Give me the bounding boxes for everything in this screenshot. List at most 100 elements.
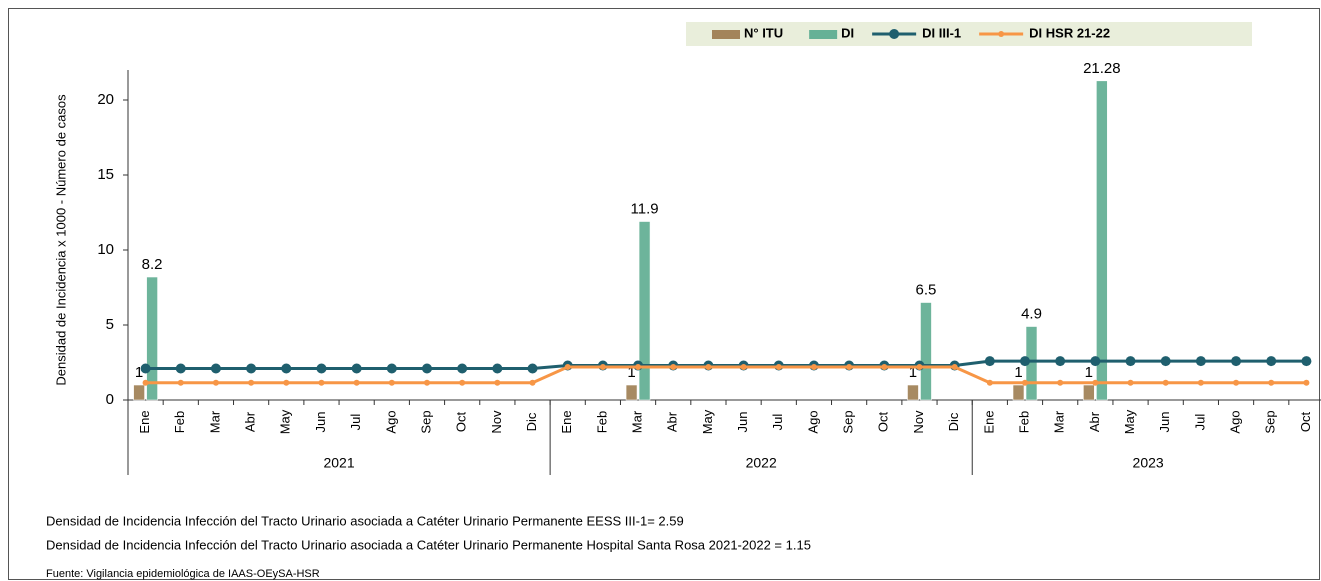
x-tick-label: Sep — [1263, 410, 1278, 433]
data-label: 1 — [135, 364, 143, 381]
line-marker — [459, 379, 466, 386]
x-tick-label: Abr — [1087, 411, 1102, 432]
bar — [625, 384, 638, 401]
x-tick-label: Jul — [348, 414, 363, 431]
x-tick-label: Ago — [1227, 410, 1242, 433]
line-marker — [1127, 379, 1134, 386]
y-tick-label: 0 — [106, 391, 114, 408]
line-marker — [177, 379, 184, 386]
line-marker — [142, 379, 149, 386]
x-tick-label: Ene — [137, 410, 152, 433]
x-tick-label: Mar — [1052, 410, 1067, 433]
note: Densidad de Incidencia Infección del Tra… — [46, 513, 684, 528]
source: Fuente: Vigilancia epidemiológica de IAA… — [46, 568, 320, 580]
line-marker — [1268, 379, 1275, 386]
line-marker — [986, 379, 993, 386]
bar — [920, 302, 932, 401]
data-label: 11.9 — [631, 200, 659, 217]
line-marker — [1090, 356, 1101, 367]
x-tick-label: May — [278, 409, 293, 434]
line-marker — [1231, 356, 1242, 367]
x-tick-label: Feb — [594, 411, 609, 433]
legend-label: DI — [841, 25, 854, 40]
line-marker — [1233, 379, 1240, 386]
x-tick-label: Dic — [524, 412, 539, 431]
legend-label: DI III-1 — [922, 25, 961, 40]
legend-label: N° ITU — [744, 25, 783, 40]
data-label: 21.28 — [1083, 60, 1121, 77]
legend-label: DI HSR 21-22 — [1029, 25, 1110, 40]
data-label: 4.9 — [1021, 305, 1042, 322]
line-marker — [527, 363, 538, 374]
line-marker — [881, 364, 888, 370]
data-label: 1 — [627, 364, 635, 381]
line-marker — [1266, 356, 1277, 367]
line-marker — [810, 364, 817, 370]
x-tick-label: Feb — [172, 411, 187, 433]
x-tick-label: Abr — [243, 411, 258, 432]
line-marker — [424, 379, 430, 386]
line-marker — [386, 363, 397, 374]
x-tick-label: Jul — [770, 414, 785, 431]
x-tick-label: Jun — [735, 412, 750, 433]
bar — [638, 221, 651, 401]
line-marker — [951, 364, 958, 370]
line-marker — [494, 379, 501, 386]
legend-swatch — [889, 29, 900, 39]
line-marker — [492, 363, 503, 374]
line-marker — [599, 364, 606, 370]
line-marker — [984, 356, 995, 367]
x-tick-label: May — [1122, 409, 1137, 434]
line-marker — [1197, 379, 1204, 386]
line-marker — [281, 363, 292, 374]
x-tick-label: Ene — [981, 410, 996, 433]
line-marker — [775, 364, 782, 370]
line-marker — [1022, 379, 1028, 386]
x-tick-label: Mar — [207, 410, 222, 433]
line-marker — [316, 363, 327, 374]
y-axis-label: Densidad de Incidencia x 1000 - Número d… — [53, 94, 68, 386]
data-label: 1 — [909, 364, 917, 381]
x-tick-label: Ene — [559, 410, 574, 433]
frame — [8, 8, 1320, 580]
data-label: 1 — [1085, 364, 1093, 381]
line-marker — [1020, 356, 1030, 367]
legend-swatch — [712, 30, 740, 39]
line-marker — [1092, 379, 1099, 386]
line-marker — [1303, 379, 1310, 386]
data-label: 1 — [1014, 364, 1022, 381]
line-marker — [246, 363, 257, 374]
bar — [1012, 384, 1025, 401]
line-marker — [318, 379, 325, 386]
line-marker — [1057, 379, 1064, 386]
data-label: 6.5 — [916, 281, 937, 298]
line-marker — [1055, 356, 1066, 367]
line-marker — [210, 363, 221, 374]
x-tick-label: Abr — [665, 411, 680, 432]
note: Densidad de Incidencia Infección del Tra… — [46, 537, 811, 552]
x-tick-label: Nov — [911, 410, 926, 434]
line-marker — [846, 364, 853, 370]
x-tick-label: Ago — [805, 410, 820, 433]
line-marker — [457, 363, 468, 374]
group-label: 2023 — [1133, 455, 1164, 471]
data-label: 8.2 — [142, 256, 163, 273]
line-marker — [635, 364, 642, 370]
x-tick-label: Nov — [489, 410, 504, 434]
group-label: 2022 — [746, 455, 777, 471]
line-marker — [351, 363, 362, 374]
line-marker — [140, 363, 151, 374]
x-tick-label: May — [700, 409, 715, 434]
line-marker — [1195, 356, 1206, 367]
x-tick-label: Ago — [383, 410, 398, 433]
x-tick-label: Jun — [313, 412, 328, 433]
y-tick-label: 15 — [97, 166, 114, 183]
x-tick-label: Oct — [454, 412, 469, 433]
line-marker — [175, 363, 186, 374]
line-marker — [1125, 356, 1136, 367]
x-tick-label: Sep — [841, 410, 856, 433]
group-label: 2021 — [323, 455, 354, 471]
bar — [1096, 80, 1108, 401]
line-marker — [422, 363, 432, 374]
